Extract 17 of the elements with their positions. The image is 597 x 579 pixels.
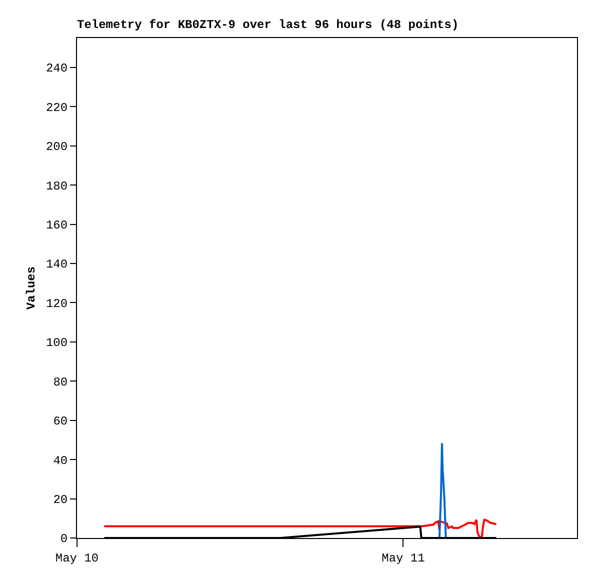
y-tick-label: 220 [46, 100, 68, 115]
y-tick-label: 120 [46, 296, 68, 311]
chart-title: Telemetry for KB0ZTX-9 over last 96 hours (48 points) [77, 18, 459, 32]
y-tick-label: 180 [46, 179, 68, 194]
x-tick-label: May 10 [55, 551, 99, 566]
y-tick-label: 200 [46, 140, 68, 154]
y-tick-label: 0 [60, 532, 68, 546]
y-tick-label: 20 [53, 492, 68, 507]
x-tick-label: May 11 [382, 551, 425, 566]
y-tick-label: 40 [53, 454, 68, 468]
y-tick-label: 80 [53, 375, 68, 390]
y-tick-label: 100 [46, 336, 68, 350]
y-tick-label: 240 [46, 62, 68, 76]
y-axis-title: Values [24, 266, 38, 310]
y-tick-label: 140 [46, 258, 68, 272]
y-tick-label: 160 [46, 218, 68, 232]
y-tick-label: 60 [53, 414, 68, 429]
